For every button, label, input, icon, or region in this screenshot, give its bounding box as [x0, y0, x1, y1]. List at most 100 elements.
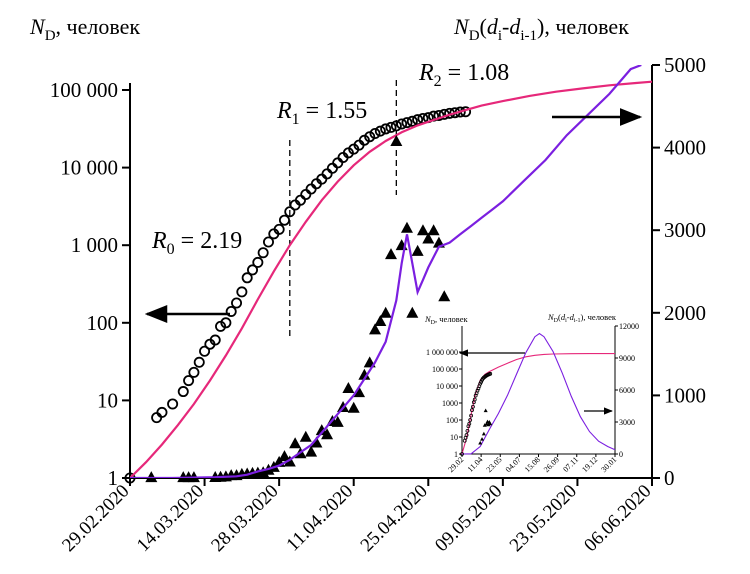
- cumulative-point: [252, 256, 264, 268]
- cumulative-point: [278, 214, 290, 226]
- daily-point: [358, 368, 371, 380]
- inset-left-tick-label: 1 000 000: [426, 348, 458, 357]
- inset-x-tick-label: 23.05: [485, 455, 504, 474]
- right-tick-label: 5000: [664, 53, 706, 77]
- main-plot-area: 29.02.2020 14.03.2020 28.03.2020 11.04.2020…: [50, 53, 706, 556]
- cumulative-point: [151, 412, 163, 424]
- cumulative-point: [220, 317, 232, 329]
- annotation-r1: R1 = 1.55: [276, 98, 367, 128]
- inset-cumulative-point: [470, 408, 474, 413]
- inset-cumulative-point: [460, 452, 464, 456]
- daily-point: [289, 437, 302, 449]
- inset-x-tick-label: 04.07: [504, 455, 523, 474]
- inset-cumulative-point: [467, 421, 472, 426]
- cumulative-point: [199, 345, 211, 357]
- left-tick-label: 1: [108, 466, 119, 490]
- cumulative-point: [321, 168, 333, 180]
- cumulative-fit-line: [130, 80, 652, 478]
- inset-x-tick-label: 15.08: [523, 455, 542, 474]
- cumulative-point: [177, 386, 189, 398]
- cumulative-point: [332, 157, 344, 169]
- inset-x-tick-label: 26.09: [542, 455, 561, 474]
- daily-point: [299, 430, 312, 442]
- daily-point: [411, 244, 424, 256]
- cumulative-point: [188, 366, 200, 378]
- inset-daily-point: [481, 431, 486, 436]
- inset-cumulative-point: [478, 381, 483, 386]
- x-tick-label: 23.05.2020: [506, 481, 581, 556]
- cumulative-point: [273, 223, 285, 235]
- left-axis-label: ND, человек: [29, 14, 140, 44]
- cumulative-point: [209, 334, 221, 346]
- inset-cumulative-point: [479, 380, 484, 384]
- daily-point: [369, 323, 382, 335]
- cumulative-point: [156, 406, 168, 418]
- inset-right-tick-label: 0: [619, 450, 623, 459]
- inset-daily-point: [480, 437, 485, 441]
- cumulative-point: [284, 206, 296, 218]
- inset-cumulative-point: [465, 428, 470, 433]
- cumulative-point: [305, 183, 317, 195]
- daily-fit-line: [130, 65, 642, 478]
- cumulative-point: [396, 118, 408, 130]
- right-tick-label: 4000: [664, 136, 706, 160]
- inset-x-tick-label: 19.12: [580, 455, 599, 474]
- right-axis-label: ND(di-di-1), человек: [453, 14, 629, 44]
- daily-point: [353, 386, 366, 398]
- daily-point: [427, 224, 440, 236]
- annotation-r0: R0 = 2.19: [151, 228, 242, 258]
- cumulative-point: [247, 264, 259, 276]
- inset-daily-point: [486, 422, 491, 427]
- inset-cumulative-point: [471, 404, 475, 409]
- x-tick-label: 06.06.2020: [580, 481, 655, 556]
- daily-point: [331, 415, 344, 427]
- daily-point: [305, 445, 318, 457]
- inset-cumulative-point: [468, 418, 473, 422]
- daily-point: [400, 221, 413, 233]
- cumulative-point: [406, 115, 418, 127]
- inset-left-tick-label: 100: [446, 416, 458, 425]
- inset-left-tick-label: 1: [454, 450, 458, 459]
- inset-daily-point: [483, 408, 488, 413]
- left-tick-label: 10 000: [60, 156, 118, 180]
- right-tick-label: 0: [664, 466, 675, 490]
- inset-x-tick-label: 07.11: [561, 455, 580, 474]
- inset-left-axis-label: ND, человек: [424, 314, 469, 326]
- inset-chart: ND, человек ND(di-di-1), человек 29.02 11…: [424, 312, 639, 474]
- inset-right-axis-label: ND(di-di-1), человек: [547, 312, 617, 324]
- right-tick-label: 1000: [664, 383, 706, 407]
- daily-point: [315, 424, 328, 436]
- inset-plot-area: 29.02 11.04 23.05 04.07 15.08 26.09 07.11 19.12…: [426, 322, 639, 474]
- cumulative-point: [262, 236, 274, 248]
- cumulative-point: [183, 375, 195, 387]
- right-tick-label: 3000: [664, 218, 706, 242]
- cumulative-point: [300, 189, 312, 201]
- x-tick-label: 11.04.2020: [282, 481, 357, 556]
- inset-daily-point: [488, 421, 493, 426]
- cumulative-point: [374, 125, 386, 137]
- cumulative-point: [326, 162, 338, 174]
- daily-point: [374, 315, 387, 327]
- cumulative-point: [167, 398, 179, 410]
- cumulative-point: [401, 117, 413, 129]
- inset-cumulative-point: [488, 371, 493, 376]
- cumulative-point: [236, 286, 248, 298]
- daily-point: [406, 306, 419, 318]
- inset-daily-point: [482, 423, 487, 427]
- cumulative-point: [257, 247, 269, 259]
- cumulative-point: [433, 109, 445, 121]
- daily-point: [342, 381, 355, 393]
- daily-point: [310, 436, 323, 448]
- daily-point: [416, 224, 429, 236]
- cumulative-point: [369, 128, 381, 140]
- x-tick-label: 28.03.2020: [207, 481, 282, 556]
- daily-point: [385, 248, 397, 260]
- cumulative-point: [241, 272, 253, 284]
- cumulative-point: [225, 305, 237, 317]
- inset-left-tick-label: 10 000: [436, 382, 458, 391]
- inset-right-tick-label: 6000: [619, 386, 635, 395]
- daily-point: [438, 290, 451, 302]
- inset-cumulative-point: [475, 388, 480, 393]
- daily-point: [278, 450, 291, 462]
- left-tick-label: 100: [87, 311, 119, 335]
